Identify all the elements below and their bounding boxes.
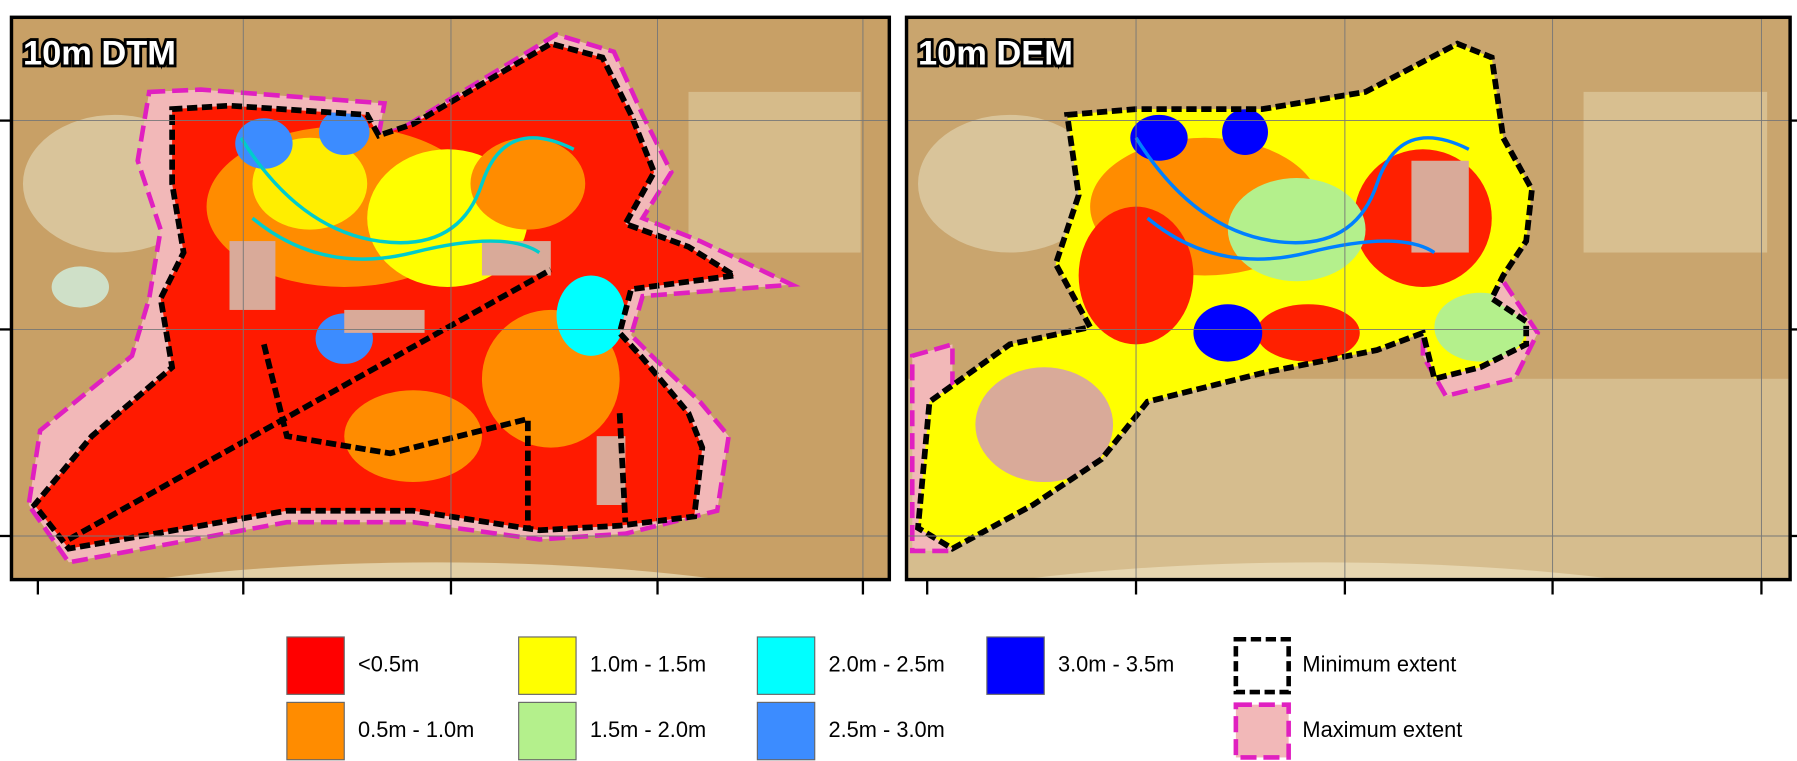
legend-swatch: [757, 637, 814, 694]
map-left: [0, 0, 895, 723]
panel-title: 10m DEM: [918, 34, 1073, 72]
legend-label: 1.5m - 2.0m: [590, 717, 706, 742]
legend-swatch: [287, 637, 344, 694]
legend: <0.5m 0.5m - 1.0m 1.0m - 1.5m 1.5m - 2.0m 2.…: [287, 637, 1462, 760]
legend-label: Maximum extent: [1302, 717, 1462, 742]
legend-swatch: [287, 702, 344, 759]
legend-swatch: [1236, 705, 1289, 758]
legend-swatch: [1236, 639, 1289, 692]
legend-label: 2.5m - 3.0m: [829, 717, 945, 742]
panel-title: 10m DTM: [23, 34, 176, 72]
figure: 10m DTM 10m D: [0, 0, 1797, 761]
legend-label: 3.0m - 3.5m: [1058, 651, 1174, 676]
legend-swatch: [519, 637, 576, 694]
legend-label: 2.0m - 2.5m: [829, 651, 945, 676]
legend-label: Minimum extent: [1302, 651, 1456, 676]
legend-swatch: [757, 702, 814, 759]
legend-swatch: [519, 702, 576, 759]
legend-swatch: [987, 637, 1044, 694]
legend-label: 0.5m - 1.0m: [358, 717, 474, 742]
legend-label: 1.0m - 1.5m: [590, 651, 706, 676]
legend-label: <0.5m: [358, 651, 419, 676]
map-right: [838, 0, 1797, 723]
